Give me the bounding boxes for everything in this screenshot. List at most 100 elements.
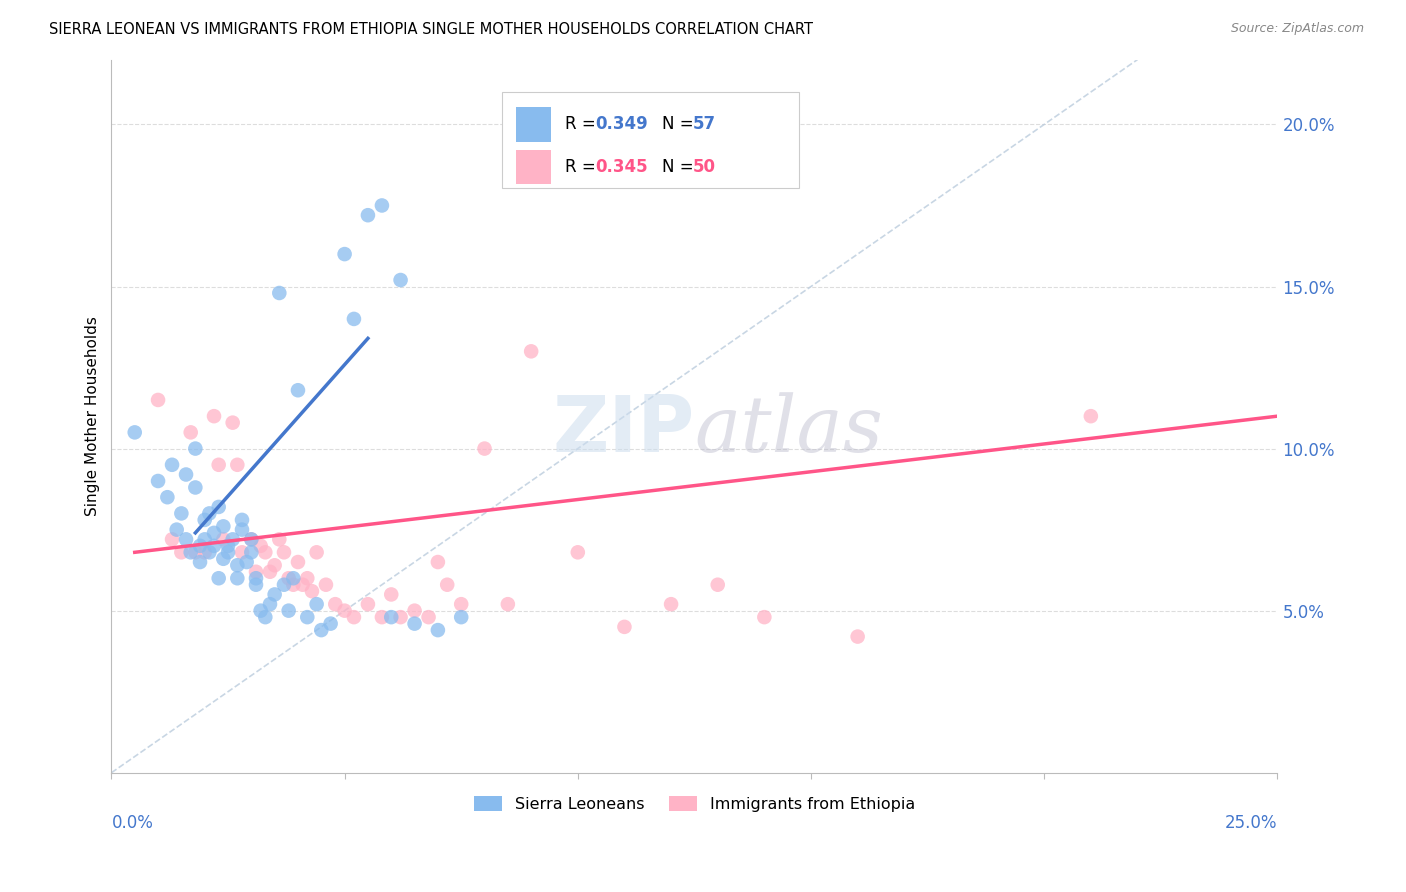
Point [269, 285, 291, 300]
Text: R =: R = [565, 158, 600, 177]
Point [184, 481, 207, 495]
Point [311, 623, 333, 637]
Point [277, 571, 299, 585]
Point [496, 597, 519, 611]
Point [217, 545, 239, 559]
Point [474, 442, 496, 456]
Point [315, 578, 337, 592]
FancyBboxPatch shape [516, 150, 551, 185]
Point [240, 533, 263, 547]
Point [226, 571, 249, 585]
Point [404, 604, 426, 618]
Point [357, 208, 380, 222]
Point [259, 565, 281, 579]
Point [240, 545, 263, 559]
Point [277, 604, 299, 618]
Point [245, 578, 267, 592]
Text: N =: N = [662, 158, 699, 177]
Point [301, 584, 323, 599]
Point [202, 539, 225, 553]
Point [202, 525, 225, 540]
Point [263, 587, 285, 601]
Point [613, 620, 636, 634]
Text: ZIP: ZIP [553, 392, 695, 468]
Point [380, 610, 402, 624]
Point [188, 539, 211, 553]
Point [371, 610, 394, 624]
Point [343, 610, 366, 624]
Point [283, 578, 305, 592]
Point [706, 578, 728, 592]
Point [194, 513, 217, 527]
Point [404, 616, 426, 631]
Point [217, 539, 239, 553]
Point [249, 604, 271, 618]
Point [194, 545, 217, 559]
Point [333, 247, 356, 261]
Point [754, 610, 776, 624]
Point [174, 533, 197, 547]
Point [357, 597, 380, 611]
Point [436, 578, 458, 592]
Point [371, 198, 394, 212]
Point [184, 442, 207, 456]
Point [170, 545, 193, 559]
Point [659, 597, 682, 611]
Point [418, 610, 440, 624]
Point [231, 545, 253, 559]
Point [146, 474, 169, 488]
Point [254, 545, 277, 559]
Text: 0.349: 0.349 [595, 115, 648, 134]
Point [156, 490, 179, 504]
Point [254, 610, 277, 624]
FancyBboxPatch shape [502, 92, 800, 188]
Point [297, 571, 319, 585]
Point [263, 558, 285, 573]
Point [245, 571, 267, 585]
Point [249, 539, 271, 553]
Text: N =: N = [662, 115, 699, 134]
Point [198, 507, 221, 521]
Point [297, 610, 319, 624]
Text: 25.0%: 25.0% [1225, 814, 1278, 832]
Point [180, 425, 202, 440]
Text: 0.0%: 0.0% [111, 814, 153, 832]
Point [287, 383, 309, 397]
Point [273, 578, 295, 592]
Point [212, 533, 235, 547]
Point [194, 533, 217, 547]
Point [567, 545, 589, 559]
Point [287, 555, 309, 569]
Point [305, 597, 328, 611]
Point [283, 571, 305, 585]
Text: 50: 50 [693, 158, 716, 177]
Point [208, 571, 231, 585]
Point [323, 597, 346, 611]
Point [450, 597, 472, 611]
Text: SIERRA LEONEAN VS IMMIGRANTS FROM ETHIOPIA SINGLE MOTHER HOUSEHOLDS CORRELATION : SIERRA LEONEAN VS IMMIGRANTS FROM ETHIOP… [49, 22, 813, 37]
Point [226, 458, 249, 472]
Point [389, 273, 412, 287]
Point [231, 513, 253, 527]
Point [160, 533, 183, 547]
Point [174, 467, 197, 482]
Point [426, 555, 449, 569]
Point [333, 604, 356, 618]
Text: 57: 57 [693, 115, 717, 134]
Y-axis label: Single Mother Households: Single Mother Households [86, 317, 100, 516]
Legend: Sierra Leoneans, Immigrants from Ethiopia: Sierra Leoneans, Immigrants from Ethiopi… [467, 789, 922, 818]
Point [235, 555, 257, 569]
Point [212, 519, 235, 533]
Text: 0.345: 0.345 [595, 158, 648, 177]
Point [343, 312, 366, 326]
Point [269, 533, 291, 547]
Point [1080, 409, 1102, 424]
Point [221, 416, 243, 430]
Point [212, 551, 235, 566]
Point [170, 507, 193, 521]
Point [319, 616, 342, 631]
Point [208, 458, 231, 472]
Point [240, 533, 263, 547]
Point [166, 523, 188, 537]
Text: atlas: atlas [695, 392, 883, 468]
